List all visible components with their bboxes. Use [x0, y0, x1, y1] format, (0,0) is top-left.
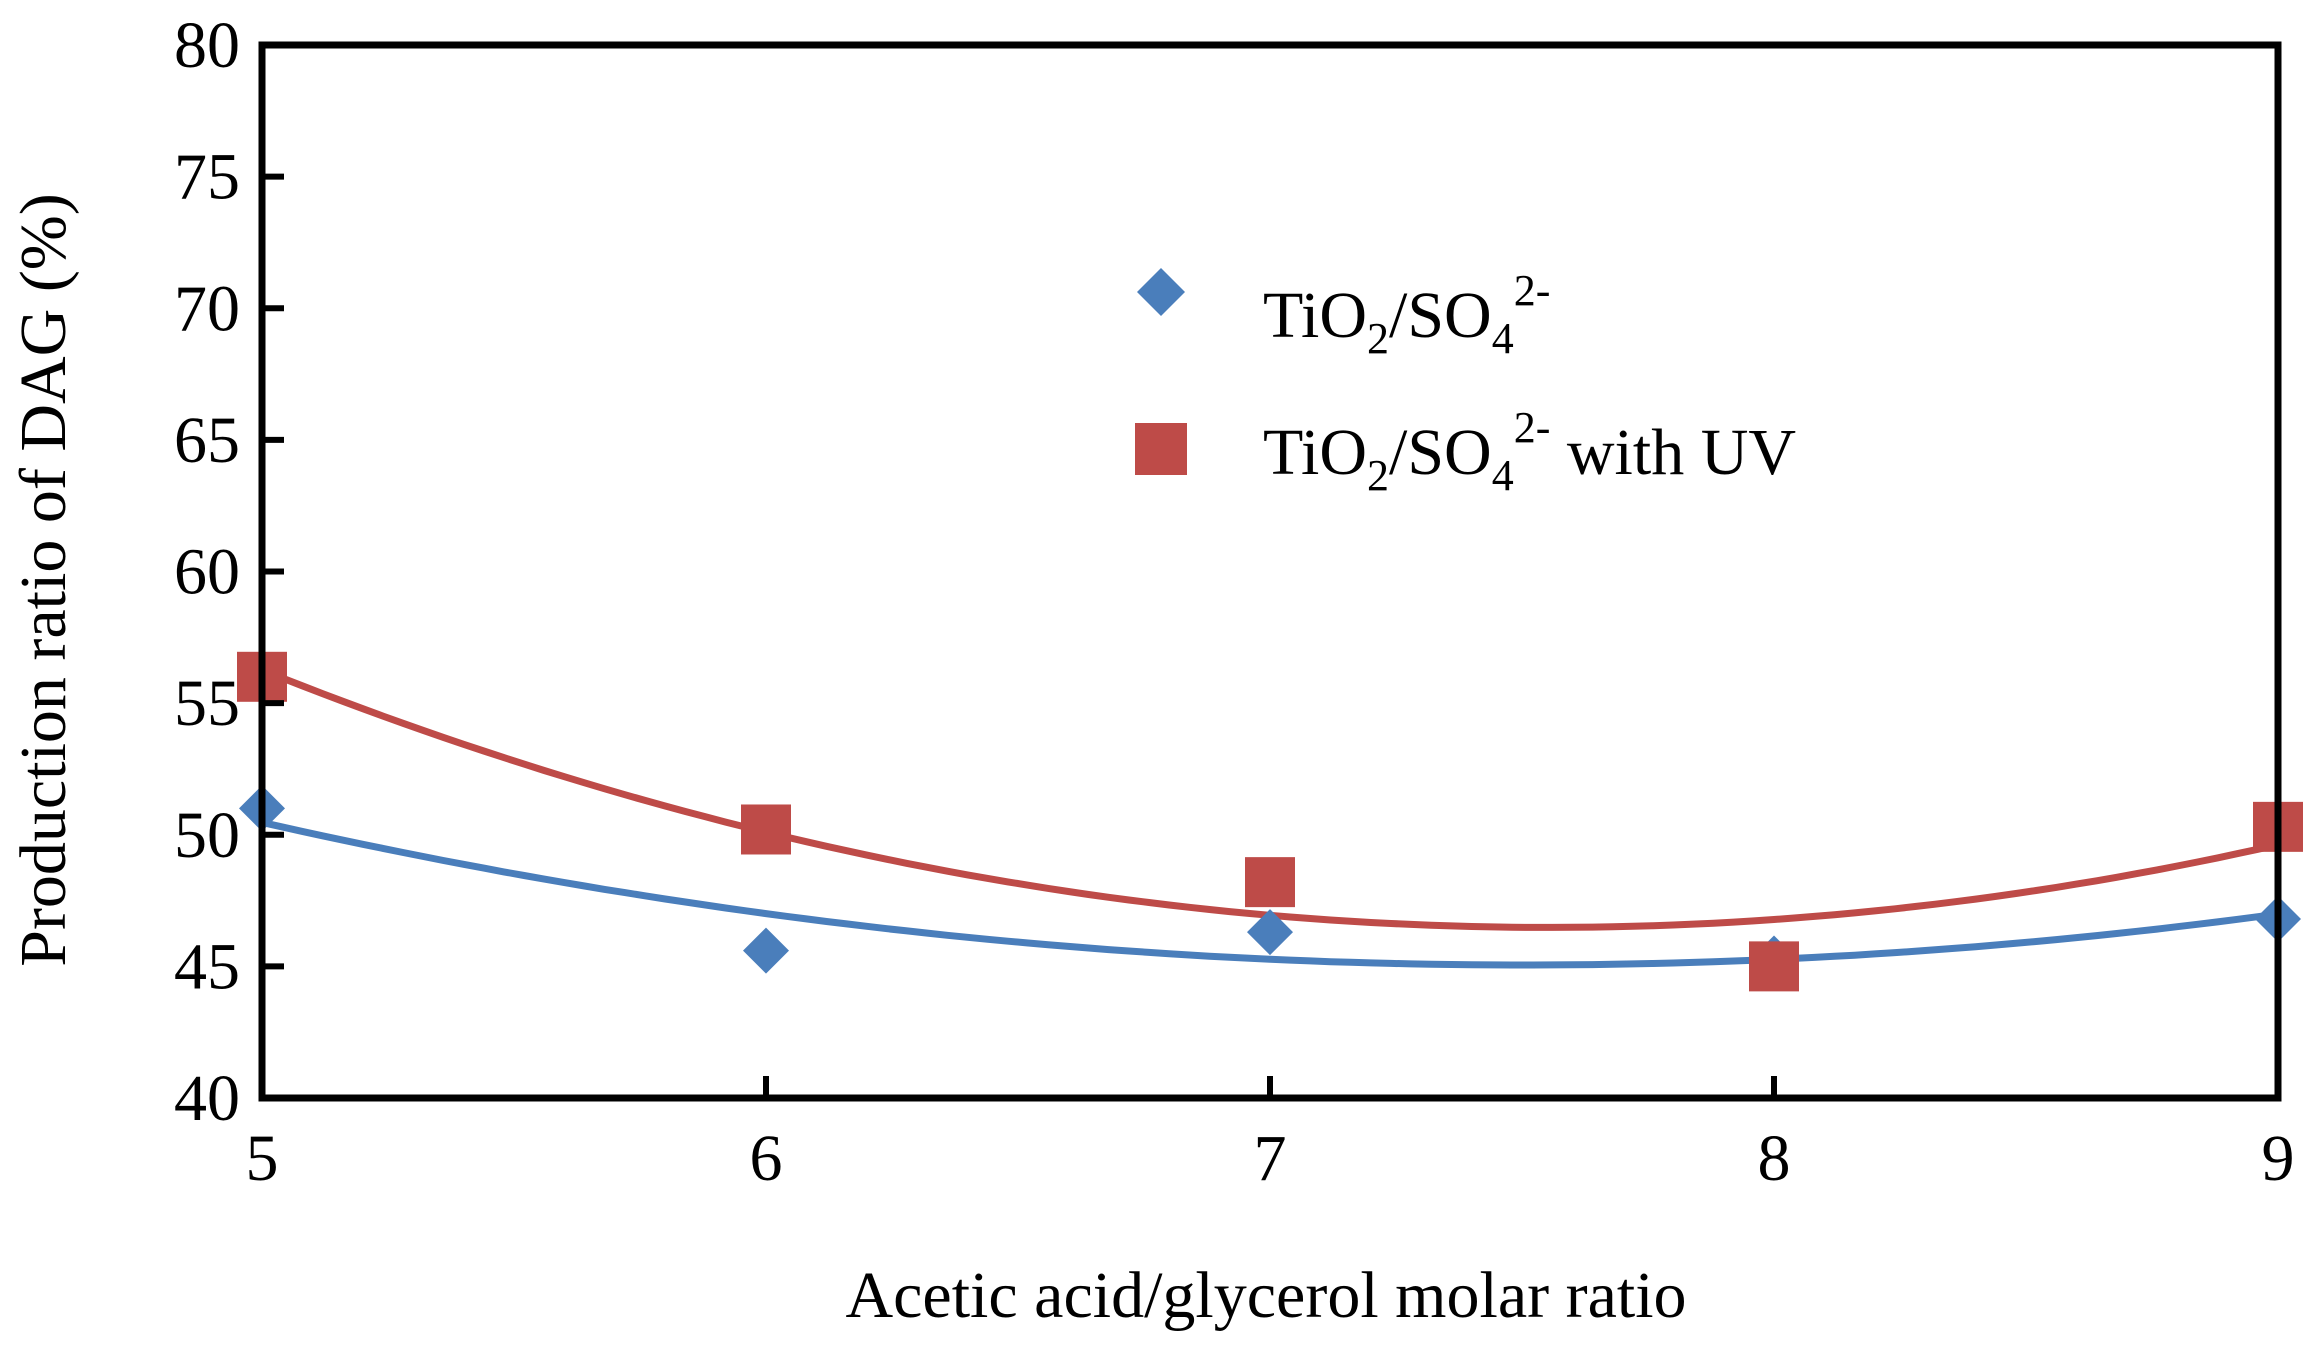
legend-text-part: /SO — [1389, 416, 1492, 489]
y-tick-label: 60 — [174, 536, 240, 609]
y-tick-label: 65 — [174, 404, 240, 477]
y-tick-label: 40 — [174, 1062, 240, 1135]
y-tick-label: 55 — [174, 667, 240, 740]
legend-text-part: 2- — [1514, 266, 1551, 315]
legend-text-part: /SO — [1389, 279, 1492, 352]
x-tick-label: 8 — [1758, 1122, 1791, 1195]
y-tick-label: 50 — [174, 799, 240, 872]
x-axis-title: Acetic acid/glycerol molar ratio — [845, 1259, 1686, 1332]
data-point-diamond — [1247, 909, 1293, 956]
legend-text-part: 2 — [1367, 314, 1389, 363]
y-axis-title: Production ratio of DAG (%) — [7, 193, 80, 967]
legend-label-series-1: TiO2/SO42- — [1263, 266, 1550, 363]
legend-text-part: 2- — [1514, 403, 1551, 452]
legend-text-part: 4 — [1492, 451, 1514, 500]
legend-marker-diamond — [1137, 268, 1185, 316]
legend-text-part: TiO — [1263, 416, 1367, 489]
data-point-square — [741, 804, 791, 855]
y-tick-label: 80 — [174, 9, 240, 82]
data-point-diamond — [743, 927, 789, 974]
legend-label-series-2: TiO2/SO42- with UV — [1263, 403, 1796, 500]
y-tick-label: 45 — [174, 930, 240, 1003]
data-point-square — [1749, 941, 1799, 992]
x-tick-label: 6 — [750, 1122, 783, 1195]
trendline-series-1 — [261, 818, 2279, 969]
x-tick-label: 5 — [246, 1122, 279, 1195]
data-points — [237, 651, 2303, 992]
legend-marker-square — [1135, 423, 1187, 475]
x-tick-label: 7 — [1254, 1122, 1287, 1195]
legend-text-part: with UV — [1550, 416, 1796, 489]
legend-text-part: 4 — [1492, 314, 1514, 363]
legend-text-part: TiO — [1263, 279, 1367, 352]
y-tick-label: 70 — [174, 272, 240, 345]
y-tick-label: 75 — [174, 141, 240, 214]
legend-text-part: 2 — [1367, 451, 1389, 500]
x-tick-label: 9 — [2262, 1122, 2295, 1195]
axes: 40 45 50 55 60 65 70 75 80 5 6 7 8 9 — [174, 9, 2295, 1195]
legend: TiO2/SO42-TiO2/SO42- with UV — [1135, 266, 1796, 500]
data-point-square — [1245, 857, 1295, 908]
